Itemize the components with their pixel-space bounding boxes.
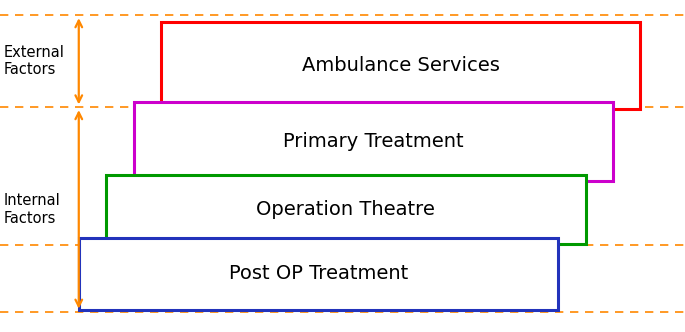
Bar <box>79 237 558 310</box>
Text: Operation Theatre: Operation Theatre <box>256 200 436 219</box>
Bar <box>106 175 586 244</box>
Text: Internal
Factors: Internal Factors <box>3 193 60 226</box>
Text: External
Factors: External Factors <box>3 45 64 77</box>
Bar <box>134 102 613 181</box>
Text: Primary Treatment: Primary Treatment <box>283 132 464 151</box>
Text: Post OP Treatment: Post OP Treatment <box>229 264 408 284</box>
Text: Ambulance Services: Ambulance Services <box>302 56 499 75</box>
Bar <box>161 22 640 109</box>
